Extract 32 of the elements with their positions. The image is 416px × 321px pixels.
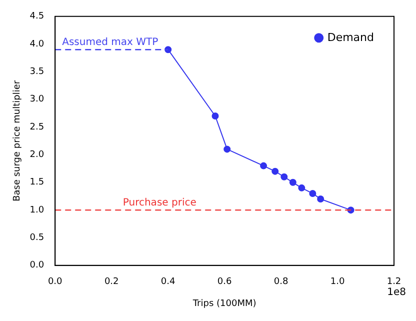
point bbox=[224, 146, 231, 153]
point bbox=[289, 178, 296, 186]
x-tick-label: 1.2 bbox=[386, 277, 402, 288]
point bbox=[272, 168, 279, 175]
y-tick-label: 1.5 bbox=[30, 178, 44, 188]
y-tick-label: 4.5 bbox=[30, 12, 44, 22]
x-axis-title: Trips (100MM) bbox=[192, 298, 256, 309]
y-tick-label: 3.0 bbox=[30, 94, 44, 105]
y-tick-label: 3.5 bbox=[30, 67, 44, 78]
y-tick-label: 2.0 bbox=[30, 150, 44, 160]
y-axis-title: Base surge price multiplier bbox=[12, 80, 23, 202]
ref-line-label: Assumed max WTP bbox=[62, 37, 158, 48]
point bbox=[309, 190, 316, 197]
y-tick-label: 4.0 bbox=[30, 39, 44, 50]
point bbox=[212, 112, 219, 120]
y-tick-label: 2.5 bbox=[30, 122, 44, 132]
x-tick-label: 0.8 bbox=[274, 277, 288, 288]
x-tick-label: 0.6 bbox=[217, 277, 232, 288]
ref-line-label: Purchase price bbox=[122, 198, 196, 209]
x-tick-label: 0.4 bbox=[160, 277, 176, 288]
x-tick-label: 1.0 bbox=[330, 277, 345, 288]
text: 1e8 bbox=[387, 286, 406, 298]
y-tick-label: 1.0 bbox=[30, 205, 44, 216]
point bbox=[260, 162, 268, 170]
point bbox=[317, 196, 324, 202]
point bbox=[280, 173, 288, 180]
y-tick-label: 0.0 bbox=[30, 260, 44, 271]
legend-label: Demand bbox=[327, 30, 374, 44]
point bbox=[298, 184, 306, 192]
x-tick-label: 0.0 bbox=[48, 277, 63, 288]
x-tick-label: 0.2 bbox=[104, 277, 119, 288]
y-tick-label: 0.5 bbox=[30, 233, 44, 244]
